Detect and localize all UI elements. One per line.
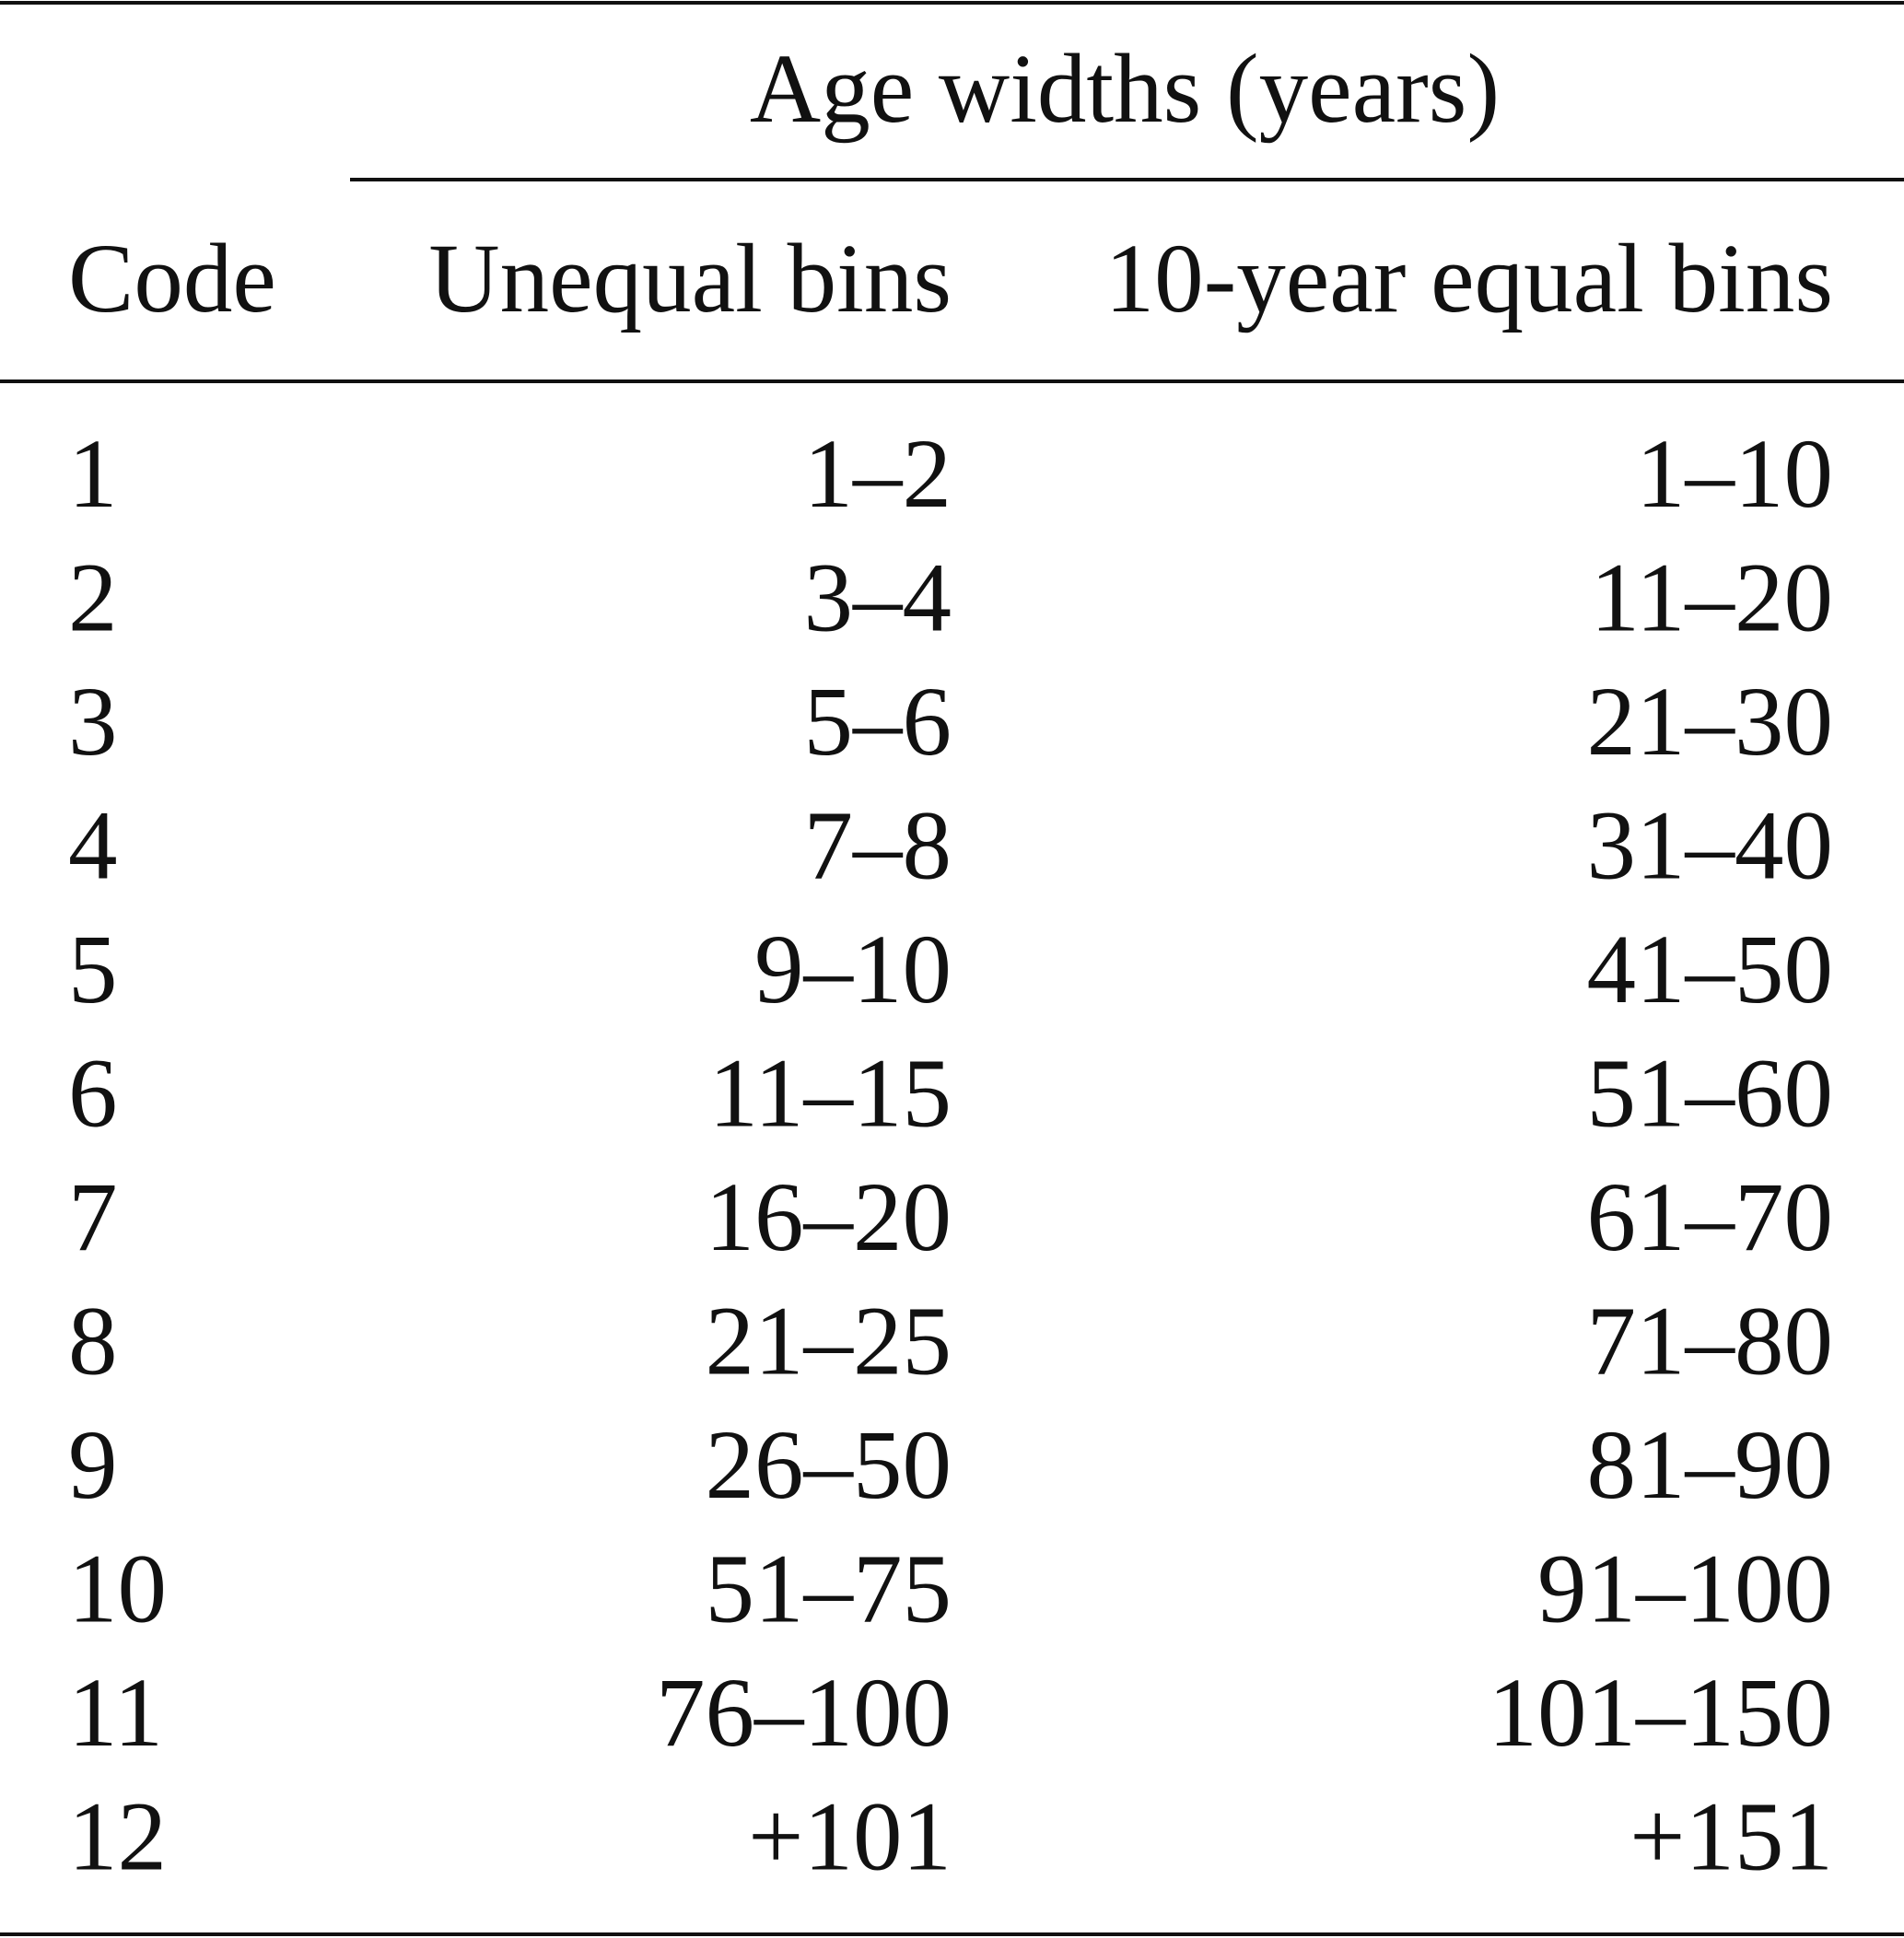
cell: 11–20 bbox=[1590, 544, 1833, 653]
cell: 3 bbox=[68, 668, 118, 776]
cell: 11–15 bbox=[708, 1040, 952, 1149]
cell: 2 bbox=[68, 544, 118, 653]
cell: 5 bbox=[68, 916, 118, 1024]
cell: 61–70 bbox=[1587, 1163, 1834, 1272]
cell: 10 bbox=[68, 1535, 167, 1644]
cell: +151 bbox=[1629, 1783, 1833, 1892]
cell: 7–8 bbox=[804, 792, 952, 901]
column-header: Code bbox=[68, 225, 276, 333]
cell: 31–40 bbox=[1587, 792, 1834, 901]
group-header: Age widths (years) bbox=[750, 35, 1500, 144]
cell: 16–20 bbox=[706, 1163, 952, 1272]
cell: 11 bbox=[68, 1659, 163, 1768]
column-header: 10-year equal bins bbox=[1105, 225, 1833, 333]
cell: 5–6 bbox=[804, 668, 952, 776]
cell: 21–30 bbox=[1587, 668, 1834, 776]
cell: 51–75 bbox=[706, 1535, 952, 1644]
cell: 1–10 bbox=[1636, 420, 1833, 529]
cell: +101 bbox=[748, 1783, 952, 1892]
cell: 51–60 bbox=[1587, 1040, 1834, 1149]
cell: 3–4 bbox=[804, 544, 952, 653]
cell: 1–2 bbox=[804, 420, 952, 529]
column-header: Unequal bins bbox=[428, 225, 952, 333]
cell: 76–100 bbox=[656, 1659, 952, 1768]
cell: 6 bbox=[68, 1040, 118, 1149]
cell: 81–90 bbox=[1587, 1411, 1834, 1520]
cell: 7 bbox=[68, 1163, 118, 1272]
cell: 8 bbox=[68, 1288, 118, 1396]
cell: 9 bbox=[68, 1411, 118, 1520]
cell: 21–25 bbox=[706, 1288, 952, 1396]
cell: 101–150 bbox=[1489, 1659, 1834, 1768]
cell: 41–50 bbox=[1587, 916, 1834, 1024]
cell: 4 bbox=[68, 792, 118, 901]
cell: 71–80 bbox=[1587, 1288, 1834, 1396]
cell: 26–50 bbox=[706, 1411, 952, 1520]
cell: 1 bbox=[68, 420, 118, 529]
cell: 91–100 bbox=[1537, 1535, 1833, 1644]
cell: 9–10 bbox=[754, 916, 952, 1024]
cell: 12 bbox=[68, 1783, 167, 1892]
